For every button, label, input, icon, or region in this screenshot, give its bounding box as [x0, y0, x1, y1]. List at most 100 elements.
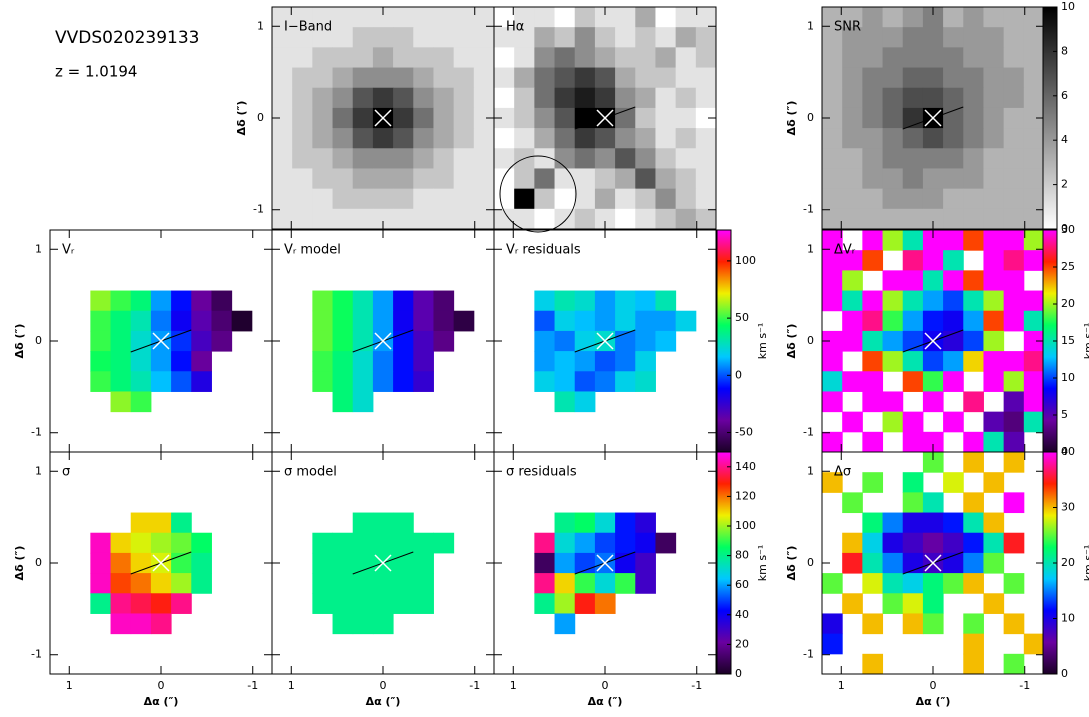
map-pixel [110, 330, 132, 352]
map-pixel [110, 351, 132, 372]
map-pixel [882, 290, 904, 312]
map-pixel [862, 230, 884, 251]
map-pixel [554, 290, 576, 312]
map-pixel [882, 330, 904, 352]
map-pixel [902, 87, 924, 109]
map-pixel [1023, 250, 1045, 271]
map-pixel [922, 67, 944, 89]
map-pixel [922, 351, 944, 372]
map-pixel [272, 148, 293, 169]
map-pixel [272, 208, 293, 230]
map-pixel [554, 67, 576, 89]
map-pixel [554, 7, 576, 28]
map-pixel [534, 371, 556, 392]
map-pixel [983, 351, 1005, 372]
map-pixel [1003, 573, 1025, 594]
map-pixel [655, 208, 677, 230]
map-pixel [594, 351, 616, 372]
map-pixel [211, 310, 233, 332]
map-pixel [902, 27, 924, 48]
colorbar-tick-label: 4 [1061, 133, 1068, 146]
map-pixel [312, 47, 334, 69]
map-pixel [1023, 391, 1045, 413]
map-pixel [902, 230, 924, 251]
map-pixel [922, 47, 944, 69]
map-pixel [695, 148, 717, 169]
map-pixel [393, 310, 414, 332]
colorbar-tick-label: 2 [1061, 178, 1068, 191]
map-pixel [372, 290, 394, 312]
map-pixel [110, 532, 132, 554]
map-pixel [312, 7, 334, 28]
map-pixel [902, 148, 924, 169]
map-pixel [635, 330, 656, 352]
map-pixel [983, 552, 1005, 574]
map-pixel [695, 7, 717, 28]
map-pixel [574, 148, 596, 169]
map-pixel [110, 310, 132, 332]
map-pixel [494, 128, 515, 149]
map-pixel [171, 512, 192, 534]
map-pixel [882, 168, 904, 190]
map-pixel [352, 87, 374, 109]
colorbar-tick-label: 6 [1061, 89, 1068, 102]
map-pixel [534, 107, 556, 129]
map-pixel [902, 431, 924, 453]
map-pixel [292, 128, 313, 149]
map-pixel [922, 532, 944, 554]
map-pixel [594, 512, 616, 534]
map-pixel [393, 351, 414, 372]
map-pixel [655, 47, 677, 69]
map-pixel [473, 128, 495, 149]
colorbar-label: km s⁻¹ [756, 545, 769, 582]
map-pixel [1023, 230, 1045, 251]
map-pixel [514, 208, 535, 230]
map-pixel [615, 371, 636, 392]
map-pixel [983, 7, 1005, 28]
map-pixel [1003, 391, 1025, 413]
map-pixel [943, 351, 964, 372]
map-pixel [922, 7, 944, 28]
map-pixel [842, 107, 863, 129]
map-pixel [393, 532, 414, 554]
x-tick-label: 1 [510, 679, 517, 692]
map-pixel [433, 67, 455, 89]
map-pixel [963, 330, 984, 352]
map-pixel [822, 250, 843, 271]
map-pixel [902, 411, 924, 433]
map-pixel [171, 593, 192, 614]
map-pixel [922, 310, 944, 332]
y-tick-label: 0 [257, 111, 264, 124]
map-pixel [332, 128, 354, 149]
map-pixel [372, 208, 394, 230]
map-pixel [494, 7, 515, 28]
map-pixel [882, 230, 904, 251]
map-pixel [862, 472, 884, 493]
map-pixel [1003, 653, 1025, 675]
map-pixel [963, 148, 984, 169]
map-pixel [963, 87, 984, 109]
colorbar-tick-label: 80 [735, 549, 749, 562]
map-pixel [822, 128, 843, 149]
map-pixel [1023, 411, 1045, 433]
map-pixel [943, 330, 964, 352]
map-pixel [272, 168, 293, 190]
map-pixel [110, 573, 132, 594]
map-pixel [842, 411, 863, 433]
map-pixel [90, 310, 112, 332]
center-marker [924, 332, 942, 350]
map-pixel [902, 290, 924, 312]
map-pixel [534, 290, 556, 312]
map-pixel [352, 351, 374, 372]
map-pixel [574, 310, 596, 332]
map-pixel [312, 67, 334, 89]
map-pixel [312, 208, 334, 230]
map-pixel [514, 128, 535, 149]
map-pixel [574, 593, 596, 614]
map-pixel [615, 330, 636, 352]
map-pixel [983, 230, 1005, 251]
map-pixel [862, 290, 884, 312]
map-pixel [453, 107, 475, 129]
map-pixel [983, 512, 1005, 534]
map-pixel [352, 290, 374, 312]
